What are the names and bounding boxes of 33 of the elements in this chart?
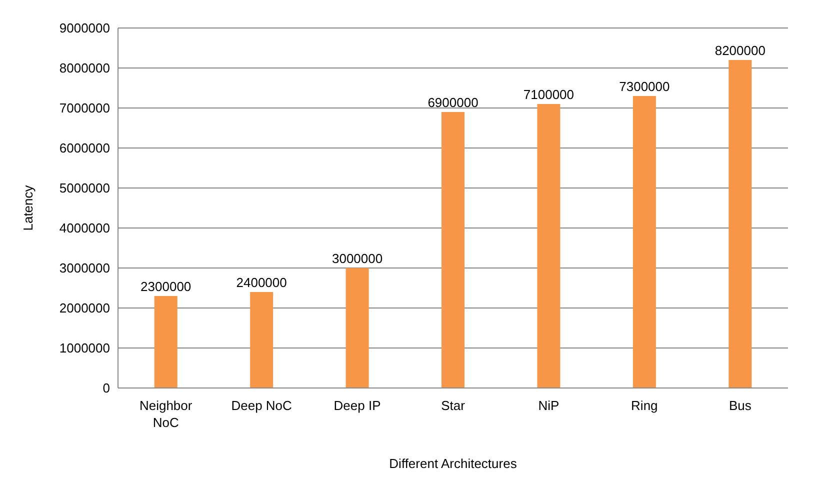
y-axis-title: Latency <box>20 184 36 231</box>
data-label: 2400000 <box>236 275 287 290</box>
x-tick-label: Bus <box>728 398 752 413</box>
x-tick-label: Star <box>441 398 466 413</box>
y-tick-label: 0 <box>102 380 110 396</box>
data-label: 2300000 <box>140 279 192 294</box>
y-tick-label: 6000000 <box>59 140 110 156</box>
data-label: 6900000 <box>428 95 478 110</box>
bar <box>728 60 752 388</box>
y-tick-label: 7000000 <box>59 100 110 116</box>
data-label: 8200000 <box>714 43 766 58</box>
x-tick-label: Ring <box>631 398 658 413</box>
x-tick-label: Deep IP <box>334 398 381 413</box>
y-tick-label: 3000000 <box>59 260 110 276</box>
y-tick-label: 5000000 <box>59 180 110 196</box>
data-label: 7100000 <box>523 87 574 102</box>
x-tick-label: Neighbor NoC <box>139 398 193 430</box>
data-label: 3000000 <box>332 251 383 266</box>
bar <box>537 104 560 388</box>
bar <box>250 292 274 388</box>
y-tick-label: 4000000 <box>59 220 110 236</box>
bar <box>442 112 465 388</box>
x-tick-label: NiP <box>538 398 560 413</box>
x-tick-label: Deep NoC <box>231 398 292 413</box>
bar <box>346 268 369 388</box>
y-tick-label: 1000000 <box>59 340 110 356</box>
bar <box>632 96 656 388</box>
y-tick-label: 2000000 <box>59 300 110 316</box>
bar <box>154 296 178 388</box>
data-label: 7300000 <box>619 79 670 94</box>
x-axis-title: Different Architectures <box>389 456 518 471</box>
y-tick-label: 8000000 <box>59 60 110 76</box>
y-tick-label: 9000000 <box>59 20 110 36</box>
